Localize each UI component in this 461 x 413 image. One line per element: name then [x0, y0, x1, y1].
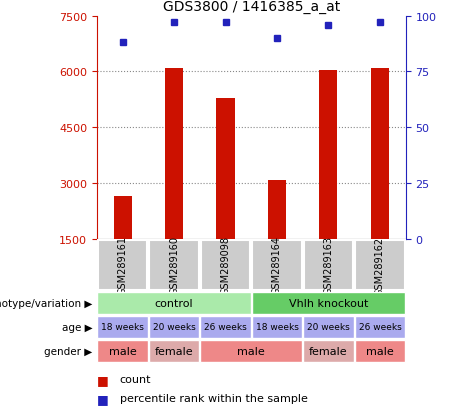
Text: male: male: [366, 346, 394, 356]
Bar: [149, 316, 199, 338]
Text: 26 weeks: 26 weeks: [359, 323, 402, 332]
Text: percentile rank within the sample: percentile rank within the sample: [120, 393, 308, 403]
Bar: [113, 197, 131, 240]
Text: ■: ■: [97, 373, 112, 386]
Bar: [149, 240, 199, 290]
Bar: [304, 240, 353, 290]
Bar: [97, 292, 251, 314]
Bar: [252, 316, 302, 338]
Bar: [165, 69, 183, 240]
Bar: [200, 316, 251, 338]
Text: Vhlh knockout: Vhlh knockout: [289, 298, 368, 308]
Text: male: male: [237, 346, 265, 356]
Text: 18 weeks: 18 weeks: [255, 323, 298, 332]
Text: GSM289160: GSM289160: [169, 236, 179, 295]
Text: GSM289162: GSM289162: [375, 236, 385, 295]
Text: male: male: [109, 346, 136, 356]
Text: female: female: [155, 346, 193, 356]
Text: genotype/variation ▶: genotype/variation ▶: [0, 298, 92, 308]
Bar: [319, 70, 337, 240]
Text: GSM289164: GSM289164: [272, 236, 282, 295]
Text: 20 weeks: 20 weeks: [153, 323, 195, 332]
Bar: [355, 316, 405, 338]
Title: GDS3800 / 1416385_a_at: GDS3800 / 1416385_a_at: [163, 0, 340, 14]
Bar: [98, 240, 147, 290]
Bar: [252, 240, 301, 290]
Text: ■: ■: [97, 392, 112, 405]
Bar: [355, 340, 405, 362]
Bar: [303, 340, 354, 362]
Text: female: female: [309, 346, 348, 356]
Bar: [371, 69, 389, 240]
Text: control: control: [155, 298, 193, 308]
Text: age ▶: age ▶: [62, 322, 92, 332]
Text: 18 weeks: 18 weeks: [101, 323, 144, 332]
Bar: [149, 340, 199, 362]
Text: 26 weeks: 26 weeks: [204, 323, 247, 332]
Bar: [217, 98, 235, 240]
Text: GSM289161: GSM289161: [118, 236, 128, 295]
Text: GSM289098: GSM289098: [220, 236, 230, 295]
Bar: [200, 340, 302, 362]
Bar: [97, 316, 148, 338]
Bar: [201, 240, 250, 290]
Text: count: count: [120, 375, 151, 385]
Bar: [252, 292, 405, 314]
Text: GSM289163: GSM289163: [324, 236, 333, 295]
Text: 20 weeks: 20 weeks: [307, 323, 350, 332]
Bar: [303, 316, 354, 338]
Bar: [268, 180, 286, 240]
Text: gender ▶: gender ▶: [44, 346, 92, 356]
Bar: [355, 240, 405, 290]
Bar: [97, 340, 148, 362]
